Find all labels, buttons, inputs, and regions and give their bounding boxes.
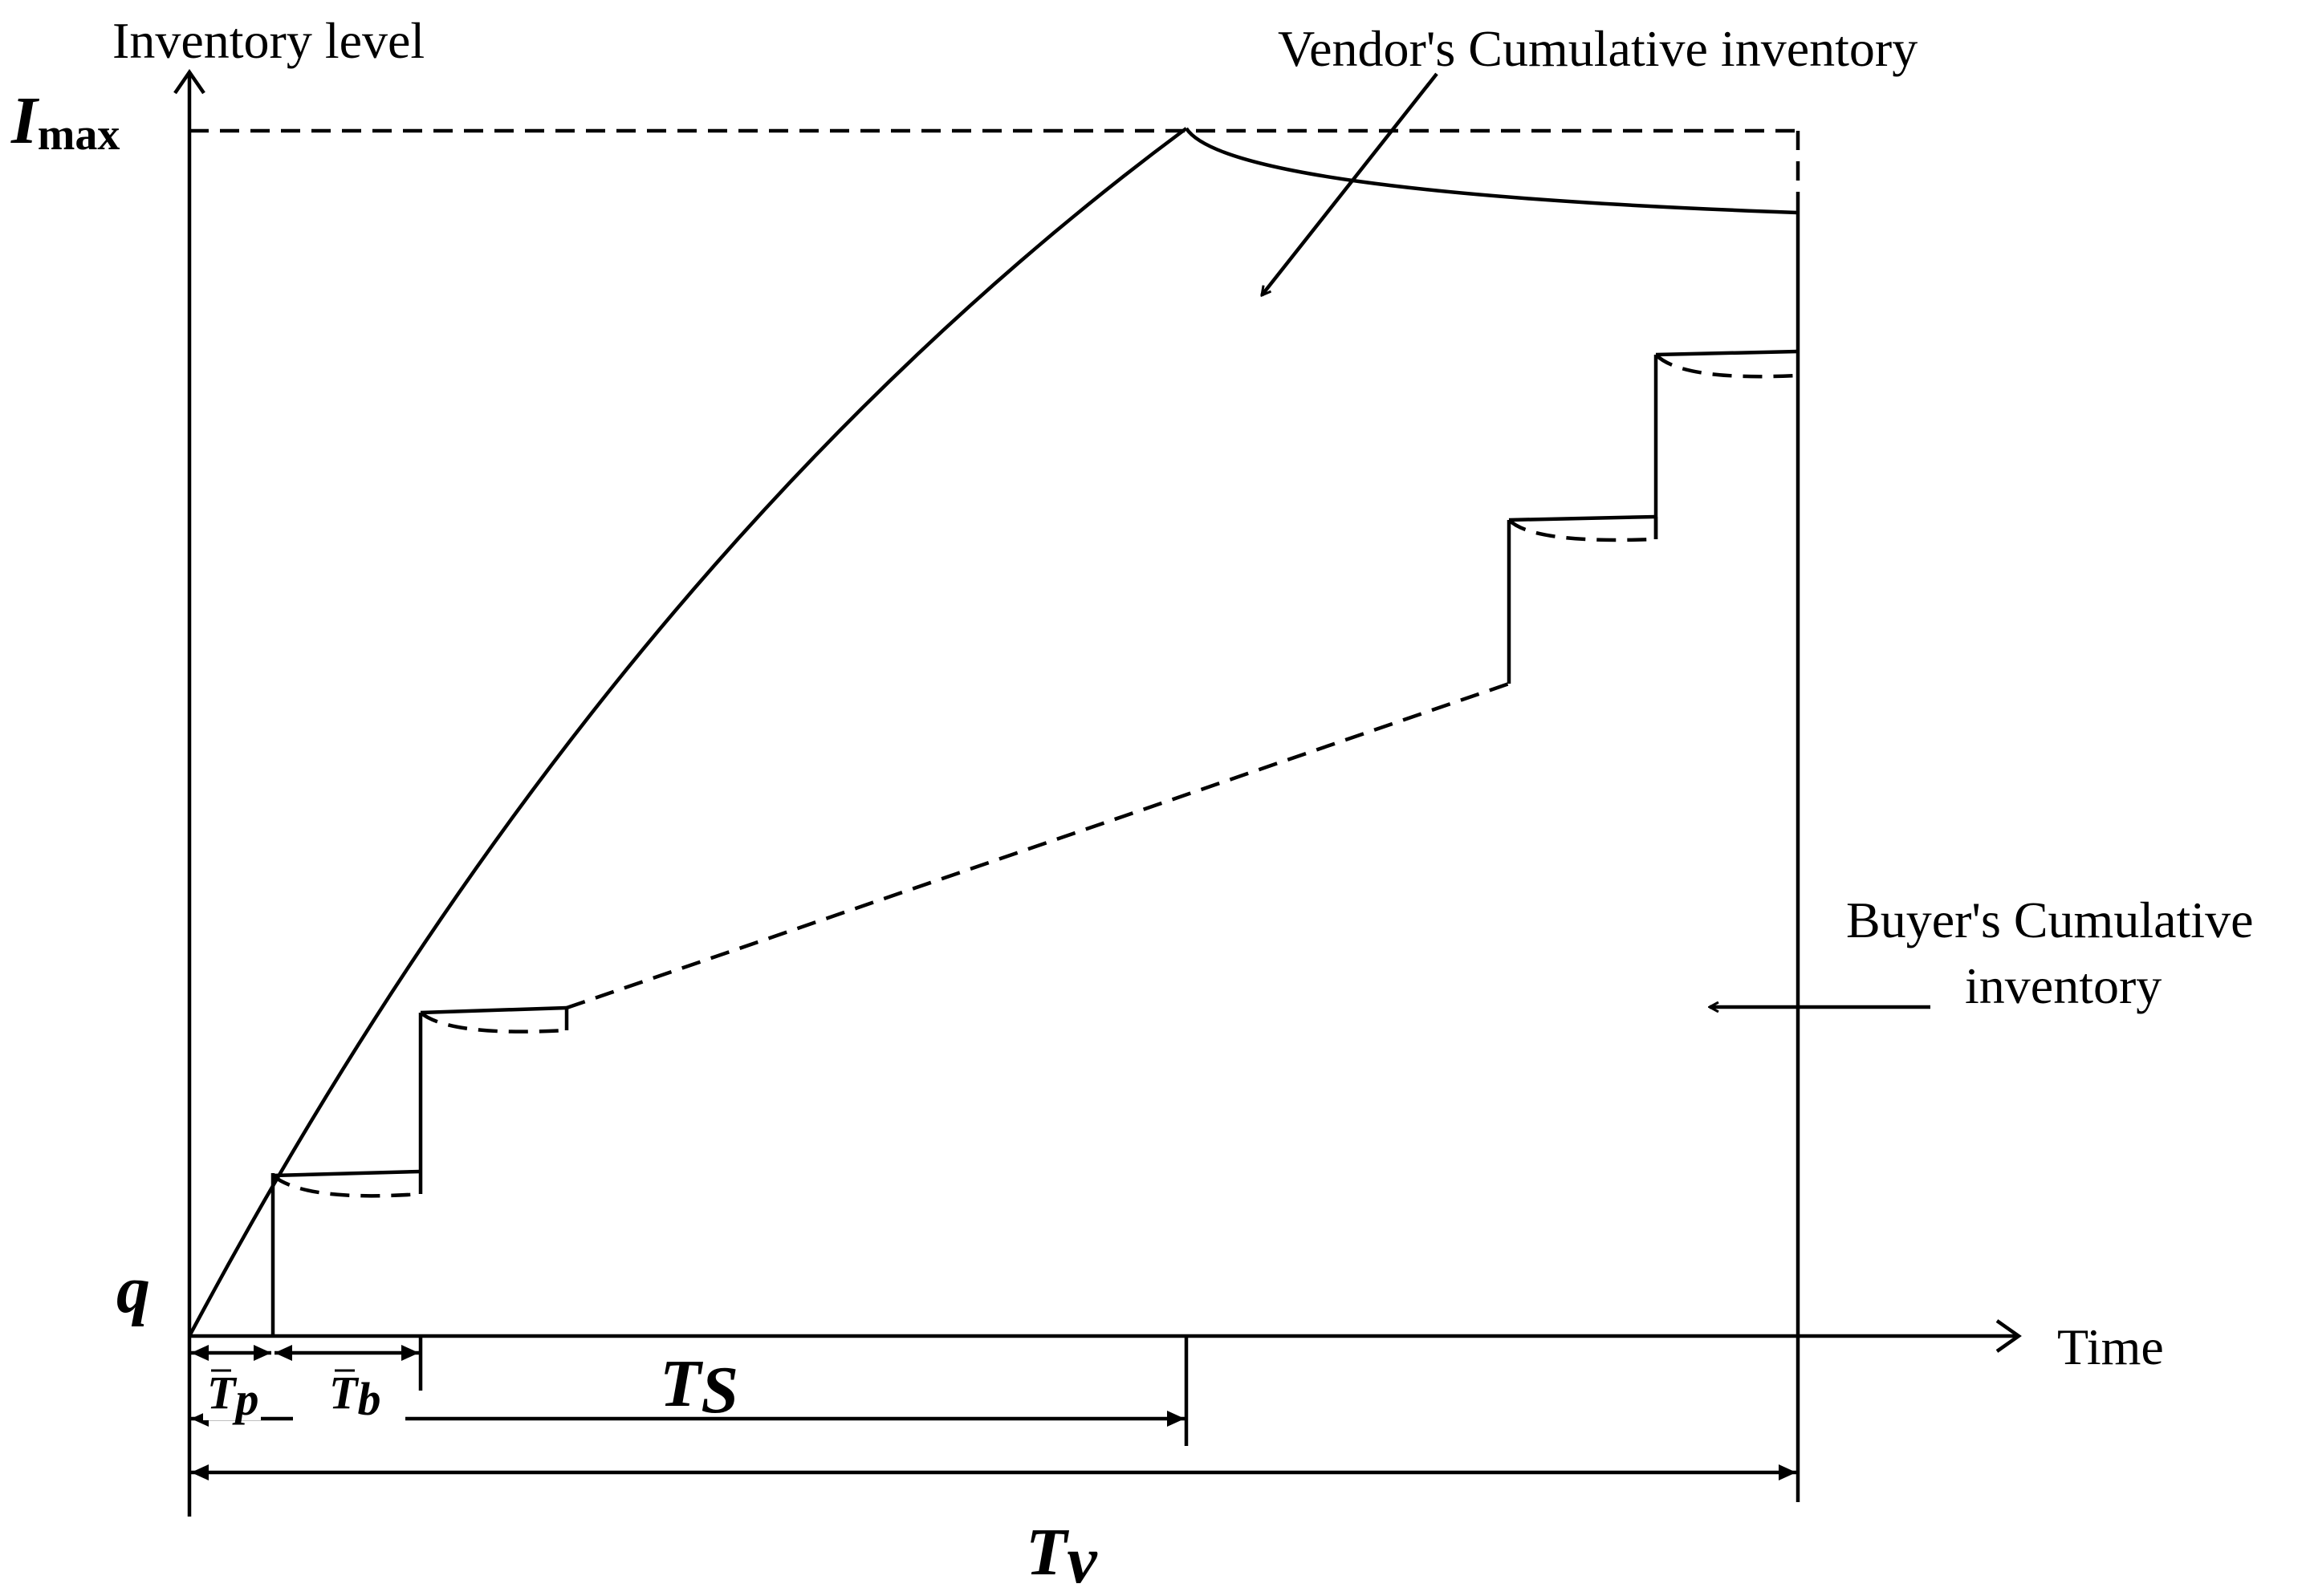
buyer-step-4-dip: [1654, 353, 1799, 379]
vendor-decline-curve: [1185, 127, 1799, 215]
tb-label-backing: [293, 1364, 405, 1423]
vendor-annotation-arrow: [1262, 72, 1438, 295]
tv-symbol: T: [1026, 1515, 1070, 1590]
y-axis-arrowhead: [173, 69, 205, 95]
tp-label-backing: [203, 1364, 261, 1420]
ts-symbol: T: [660, 1346, 704, 1421]
vendor-cumulative-curve: [188, 127, 1188, 1338]
tp-symbol: T: [207, 1367, 238, 1419]
tp-label: Tp: [207, 1367, 258, 1425]
buyer-step-4-top: [1655, 349, 1799, 357]
imax-subscript: max: [38, 110, 120, 160]
buyer-step-2-dip: [419, 1011, 567, 1034]
tv-label: Tv: [1026, 1515, 1098, 1596]
tb-symbol: T: [329, 1367, 360, 1419]
imax-symbol: I: [10, 83, 40, 158]
ts-subscript: S: [701, 1353, 738, 1427]
tb-subscript: b: [357, 1373, 380, 1425]
ts-label: TS: [660, 1346, 738, 1427]
y-axis-label: Inventory level: [112, 12, 425, 69]
buyer-trend-dashed: [566, 681, 1510, 1010]
buyer-step-3-dip: [1507, 518, 1657, 542]
tb-label: Tb: [329, 1367, 380, 1425]
buyer-step-1-top: [272, 1169, 421, 1178]
vendor-cumulative-label: Vendor's Cumulative inventory: [1278, 20, 1918, 77]
buyer-cumulative-label-line2: inventory: [1965, 957, 2162, 1014]
buyer-step-1-dip: [271, 1174, 421, 1198]
buyer-step-3-top: [1508, 514, 1657, 522]
buyer-cumulative-label-line1: Buyer's Cumulative: [1846, 891, 2253, 948]
q-label: q: [116, 1253, 150, 1327]
buyer-step-2-top: [420, 1005, 567, 1015]
x-axis-label: Time: [2057, 1318, 2164, 1375]
tv-subscript: v: [1067, 1523, 1098, 1596]
tp-subscript: p: [231, 1373, 258, 1425]
imax-label: Imax: [10, 83, 120, 160]
x-axis-arrowhead: [1995, 1319, 2022, 1353]
